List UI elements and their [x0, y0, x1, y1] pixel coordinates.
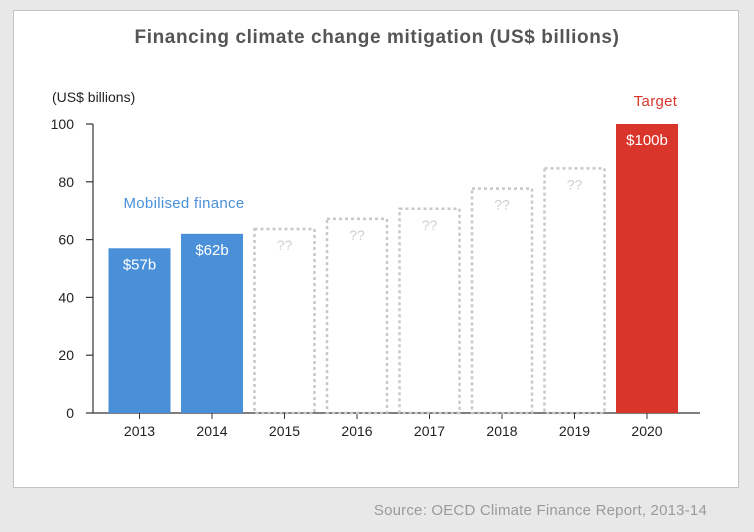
bar-label-2013: $57b [123, 256, 156, 273]
projected-bar-2018 [470, 187, 534, 415]
source-note: Source: OECD Climate Finance Report, 201… [373, 502, 707, 519]
bar-label-2014: $62b [195, 242, 228, 259]
projected-bar-label-2019: ?? [567, 176, 583, 192]
x-tick-label-2018: 2018 [486, 423, 517, 439]
bar-2013 [108, 248, 171, 413]
projected-bar-label-2015: ?? [277, 237, 293, 253]
projected-bar-2019 [543, 167, 606, 415]
projected-bar-label-2016: ?? [349, 227, 365, 243]
y-tick-label-20: 20 [58, 347, 74, 363]
target-bar-2020 [616, 124, 678, 413]
annotation-target: Target [634, 93, 678, 110]
x-tick-label-2020: 2020 [631, 423, 662, 439]
x-tick-label-2015: 2015 [269, 423, 300, 439]
x-tick-label-2019: 2019 [559, 423, 590, 439]
projected-bar-label-2018: ?? [494, 197, 510, 213]
x-tick-label-2016: 2016 [341, 423, 372, 439]
projected-bar-2016 [325, 217, 389, 415]
projected-bar-2017 [398, 207, 461, 415]
x-tick-label-2014: 2014 [196, 423, 227, 439]
y-tick-label-60: 60 [58, 232, 74, 248]
projected-bar-label-2017: ?? [422, 217, 438, 233]
projected-bar-2015 [253, 227, 316, 415]
y-tick-label-80: 80 [58, 174, 74, 190]
y-tick-label-100: 100 [51, 116, 75, 132]
x-tick-label-2013: 2013 [124, 423, 155, 439]
bar-2014 [181, 233, 243, 413]
chart-title: Financing climate change mitigation (US$… [134, 27, 620, 48]
annotation-mobilised-finance: Mobilised finance [124, 195, 245, 212]
y-axis-label: (US$ billions) [52, 89, 135, 105]
x-tick-label-2017: 2017 [414, 423, 445, 439]
y-tick-label-0: 0 [66, 405, 74, 421]
bar-label-2020: $100b [626, 132, 668, 149]
y-tick-label-40: 40 [58, 289, 74, 305]
